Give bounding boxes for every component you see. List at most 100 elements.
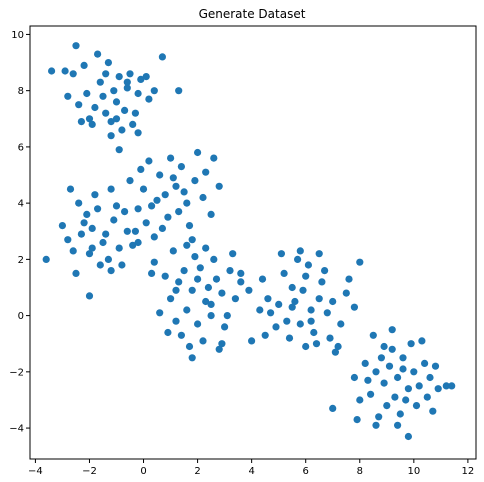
scatter-point bbox=[380, 342, 388, 351]
scatter-point bbox=[107, 118, 115, 126]
scatter-point bbox=[364, 376, 372, 384]
scatter-point bbox=[64, 92, 72, 100]
scatter-point bbox=[294, 255, 302, 263]
scatter-point bbox=[307, 317, 315, 325]
scatter-point bbox=[415, 382, 423, 390]
scatter-point bbox=[94, 50, 102, 58]
scatter-point bbox=[288, 283, 296, 292]
scatter-point bbox=[169, 247, 177, 255]
scatter-point bbox=[302, 272, 310, 280]
scatter-point bbox=[148, 269, 156, 277]
scatter-point bbox=[102, 109, 110, 117]
scatter-point bbox=[429, 407, 437, 415]
scatter-point bbox=[134, 129, 142, 137]
y-tick-label: 4 bbox=[18, 199, 24, 210]
scatter-point bbox=[448, 382, 456, 390]
scatter-point bbox=[188, 354, 196, 362]
scatter-point bbox=[402, 396, 410, 404]
scatter-point bbox=[423, 393, 431, 401]
scatter-point bbox=[304, 261, 312, 269]
scatter-point bbox=[367, 390, 375, 398]
scatter-point bbox=[191, 253, 199, 261]
scatter-point bbox=[142, 73, 150, 81]
scatter-point bbox=[394, 421, 402, 429]
scatter-point bbox=[353, 416, 361, 424]
scatter-point bbox=[375, 413, 383, 421]
scatter-point bbox=[123, 227, 131, 235]
scatter-point bbox=[150, 258, 158, 266]
scatter-point bbox=[134, 205, 142, 213]
scatter-point bbox=[399, 365, 407, 373]
y-tick-label: 6 bbox=[18, 142, 24, 153]
scatter-point bbox=[48, 67, 56, 75]
scatter-point bbox=[126, 177, 134, 185]
scatter-point bbox=[188, 286, 196, 294]
scatter-point bbox=[321, 267, 329, 275]
scatter-point bbox=[112, 98, 121, 106]
x-tick-label: 6 bbox=[303, 466, 309, 477]
scatter-point bbox=[410, 368, 418, 376]
scatter-point bbox=[91, 103, 99, 112]
scatter-point bbox=[172, 317, 180, 325]
scatter-point bbox=[107, 132, 115, 140]
scatter-point bbox=[131, 227, 139, 235]
scatter-point bbox=[337, 320, 345, 328]
scatter-point bbox=[194, 148, 202, 157]
scatter-point bbox=[180, 188, 188, 196]
scatter-point bbox=[380, 379, 388, 387]
scatter-point bbox=[180, 267, 188, 275]
x-tick-label: −4 bbox=[28, 466, 43, 477]
scatter-point bbox=[312, 340, 321, 348]
scatter-point bbox=[169, 174, 177, 182]
scatter-point bbox=[107, 267, 115, 275]
scatter-point bbox=[356, 258, 364, 266]
scatter-point bbox=[383, 402, 391, 410]
scatter-point bbox=[296, 320, 304, 328]
scatter-point bbox=[80, 219, 88, 227]
scatter-point bbox=[96, 78, 104, 86]
scatter-point bbox=[350, 373, 358, 382]
scatter-point bbox=[75, 199, 83, 207]
scatter-point bbox=[131, 109, 139, 117]
scatter-point bbox=[69, 247, 77, 255]
scatter-point bbox=[388, 326, 396, 334]
scatter-point bbox=[145, 95, 153, 103]
scatter-point bbox=[237, 278, 245, 286]
scatter-point bbox=[83, 210, 91, 218]
y-tick-label: −4 bbox=[9, 424, 24, 435]
scatter-point bbox=[134, 89, 142, 98]
scatter-point bbox=[123, 78, 131, 86]
scatter-point bbox=[194, 320, 202, 328]
scatter-point bbox=[356, 396, 364, 404]
scatter-point bbox=[385, 362, 394, 370]
scatter-point bbox=[115, 244, 123, 252]
scatter-point bbox=[175, 278, 183, 286]
points-layer bbox=[42, 42, 456, 441]
scatter-point bbox=[72, 42, 80, 50]
scatter-point bbox=[207, 312, 215, 320]
scatter-point bbox=[75, 101, 83, 109]
scatter-point bbox=[196, 264, 204, 272]
scatter-point bbox=[66, 185, 75, 193]
scatter-point bbox=[156, 171, 164, 179]
scatter-point bbox=[91, 191, 99, 199]
scatter-point bbox=[426, 373, 434, 382]
scatter-point bbox=[329, 404, 337, 412]
x-axis: −4 −2 0 2 4 6 8 10 12 bbox=[28, 459, 474, 477]
scatter-point bbox=[326, 334, 334, 342]
scatter-point bbox=[418, 337, 426, 345]
scatter-point bbox=[115, 146, 123, 154]
scatter-point bbox=[112, 202, 121, 210]
scatter-point bbox=[99, 238, 107, 247]
scatter-point bbox=[158, 53, 166, 61]
scatter-point bbox=[315, 295, 323, 303]
scatter-point bbox=[231, 295, 239, 303]
scatter-point bbox=[104, 59, 112, 67]
scatter-point bbox=[396, 410, 404, 418]
y-tick-label: 8 bbox=[18, 86, 24, 97]
scatter-point bbox=[331, 348, 339, 356]
scatter-point bbox=[183, 199, 191, 207]
scatter-point bbox=[283, 317, 291, 325]
scatter-point bbox=[212, 275, 221, 283]
